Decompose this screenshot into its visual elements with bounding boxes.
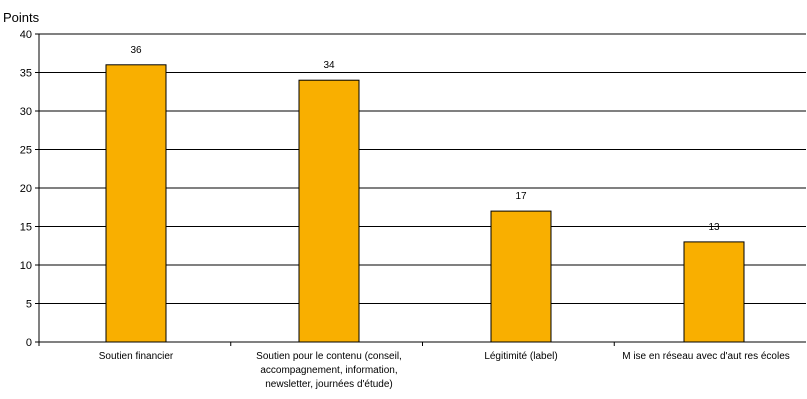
y-tick-label: 40 bbox=[20, 29, 32, 41]
x-category-label: newsletter, journées d'étude) bbox=[265, 379, 393, 390]
y-tick-label: 5 bbox=[26, 299, 32, 311]
y-tick-label: 15 bbox=[20, 222, 32, 234]
bar bbox=[298, 79, 360, 343]
x-category-label: Soutien financier bbox=[99, 351, 174, 362]
x-category-label: Légitimité (label) bbox=[484, 351, 557, 362]
bar bbox=[490, 210, 552, 343]
x-axis-category-labels: Soutien financier Soutien pour le contenu… bbox=[99, 351, 790, 390]
data-label: 36 bbox=[130, 45, 142, 56]
y-tick-label: 20 bbox=[20, 183, 32, 195]
gridlines bbox=[35, 33, 806, 343]
data-label: 13 bbox=[708, 222, 720, 233]
x-category-label: Soutien pour le contenu (conseil, bbox=[256, 351, 402, 362]
x-category-label: accompagnement, information, bbox=[260, 365, 397, 376]
y-tick-label: 35 bbox=[20, 68, 32, 80]
bar bbox=[683, 241, 745, 343]
y-axis-title: Points bbox=[3, 10, 40, 25]
bars bbox=[38, 64, 745, 346]
bar bbox=[105, 64, 167, 343]
y-axis-ticks: 0 5 10 15 20 25 30 35 40 bbox=[20, 29, 32, 349]
y-tick-label: 25 bbox=[20, 145, 32, 157]
y-tick-label: 10 bbox=[20, 260, 32, 272]
y-tick-label: 0 bbox=[26, 337, 32, 349]
data-label: 17 bbox=[515, 191, 527, 202]
x-category-label: M ise en réseau avec d'aut res écoles bbox=[622, 351, 790, 362]
data-labels: 36 34 17 13 bbox=[130, 45, 720, 233]
data-label: 34 bbox=[323, 60, 335, 71]
y-tick-label: 30 bbox=[20, 106, 32, 118]
